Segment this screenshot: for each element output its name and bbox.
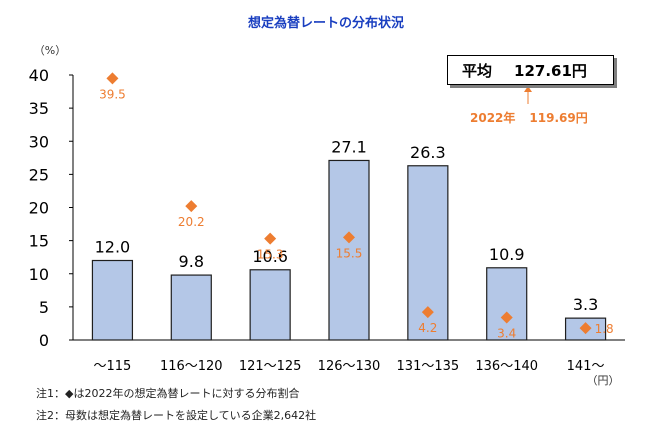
y-tick-label: 10 xyxy=(29,265,49,284)
diamond-value-label: 1.8 xyxy=(595,322,614,336)
y-tick-label: 35 xyxy=(29,99,49,118)
x-unit-label: （円） xyxy=(587,374,620,387)
x-tick-label: 121～125 xyxy=(239,359,302,374)
previous-year-average: 2022年 119.69円 xyxy=(470,109,588,126)
bar xyxy=(170,274,212,341)
y-tick-label: 25 xyxy=(29,165,49,184)
diamond-value-label: 3.4 xyxy=(497,326,516,340)
bar-value-label: 10.6 xyxy=(252,247,288,266)
note-2: 注2：母数は想定為替レートを設定している企業2,642社 xyxy=(36,409,317,422)
diamond-marker xyxy=(579,322,592,335)
y-tick-label: 40 xyxy=(29,66,49,85)
previous-year-label: 2022年 xyxy=(470,111,516,125)
diamond-marker xyxy=(106,72,119,85)
bar-value-label: 9.8 xyxy=(179,252,204,271)
x-tick-label: 116～120 xyxy=(160,359,223,374)
bar-value-label: 26.3 xyxy=(410,143,446,162)
bar xyxy=(91,259,134,341)
average-box: 平均 127.61円 xyxy=(447,55,614,85)
diamond-value-label: 15.5 xyxy=(336,246,363,260)
y-tick-label: 15 xyxy=(29,232,49,251)
diamond-marker xyxy=(500,311,513,324)
bar xyxy=(328,159,370,341)
y-tick-label: 5 xyxy=(39,298,49,317)
note-1: 注1：◆は2022年の想定為替レートに対する分布割合 xyxy=(36,387,300,400)
bar-value-label: 27.1 xyxy=(331,137,367,156)
chart-title: 想定為替レートの分布状況 xyxy=(247,16,404,31)
y-tick-label: 30 xyxy=(29,132,49,151)
diamond-value-label: 20.2 xyxy=(178,215,205,229)
average-value: 127.61円 xyxy=(514,61,587,80)
y-tick-label: 0 xyxy=(39,331,49,350)
bar-value-label: 10.9 xyxy=(489,245,525,264)
diamond-value-label: 39.5 xyxy=(99,87,126,101)
average-label: 平均 xyxy=(462,61,493,80)
average-arrowhead xyxy=(524,86,532,92)
bar xyxy=(486,267,528,341)
x-tick-label: 136～140 xyxy=(475,359,538,374)
y-tick-label: 20 xyxy=(29,199,49,218)
bar-value-label: 12.0 xyxy=(95,238,131,257)
diamond-value-label: 15.3 xyxy=(257,248,284,262)
diamond-marker xyxy=(185,200,198,213)
bar-value-label: 3.3 xyxy=(573,295,598,314)
bar xyxy=(249,269,291,341)
previous-year-value: 119.69円 xyxy=(529,111,588,125)
diamond-marker xyxy=(343,231,355,244)
diamond-value-label: 4.2 xyxy=(418,321,437,335)
diamond-marker xyxy=(264,232,277,245)
x-tick-label: 131～135 xyxy=(397,359,460,374)
x-tick-label: ～115 xyxy=(94,359,132,374)
y-unit-label: （%） xyxy=(34,44,66,57)
x-tick-label: 141～ xyxy=(567,359,605,374)
diamond-marker xyxy=(421,306,434,319)
x-tick-label: 126～130 xyxy=(318,359,381,374)
